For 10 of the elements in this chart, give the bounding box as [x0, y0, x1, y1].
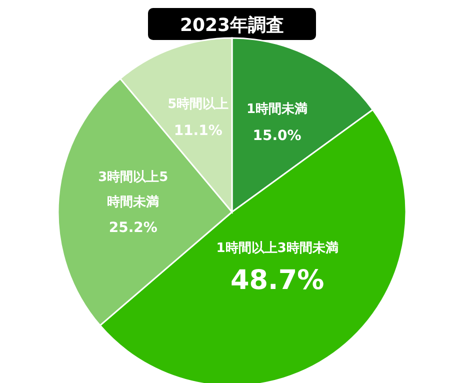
slice-label: 1時間未満: [246, 100, 308, 119]
title: 2023年調査: [148, 8, 316, 40]
slice-label: 5時間以上: [168, 96, 229, 114]
data-label: 25.2%: [108, 219, 158, 238]
slice-label: 1時間以上3時間未満: [216, 240, 338, 258]
data-label: 15.0%: [252, 126, 302, 146]
data-label: 48.7%: [229, 264, 326, 298]
data-label: 11.1%: [172, 122, 224, 141]
slice-label: 3時間以上5時間未満: [97, 168, 170, 212]
chart-title: 2023年調査: [180, 15, 284, 36]
